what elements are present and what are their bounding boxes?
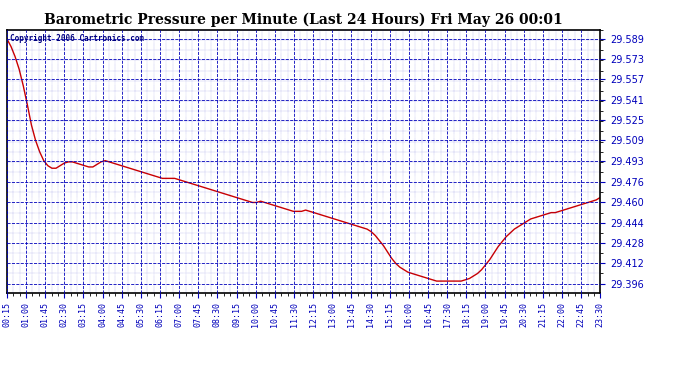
Text: Copyright 2006 Cartronics.com: Copyright 2006 Cartronics.com: [10, 34, 144, 43]
Title: Barometric Pressure per Minute (Last 24 Hours) Fri May 26 00:01: Barometric Pressure per Minute (Last 24 …: [44, 13, 563, 27]
